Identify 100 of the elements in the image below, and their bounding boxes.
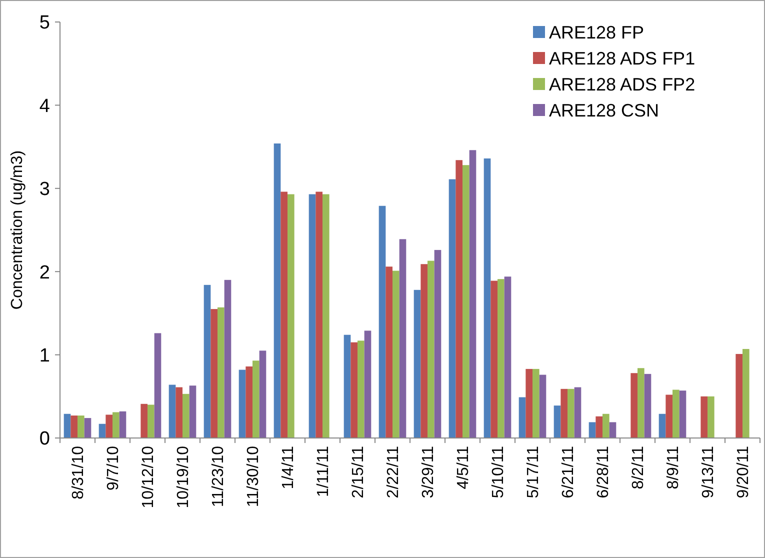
bar [420, 264, 428, 438]
bar [554, 406, 561, 438]
x-tick-label: 3/29/11 [420, 446, 438, 498]
bar [252, 360, 260, 438]
bar [414, 290, 421, 438]
bar [112, 412, 120, 438]
x-tick-label: 1/11/11 [315, 446, 332, 498]
x-tick-label: 10/12/10 [140, 446, 158, 508]
bar [392, 270, 400, 438]
bar [274, 143, 281, 438]
bar [154, 333, 162, 438]
bar [498, 279, 504, 438]
bar [280, 192, 288, 438]
bar [742, 348, 750, 438]
bar [462, 165, 470, 438]
y-tick-label: 2 [39, 262, 50, 284]
bar [469, 150, 476, 438]
bar [638, 368, 644, 438]
bar [78, 416, 84, 438]
bar [630, 373, 638, 438]
bar [210, 309, 218, 438]
y-axis-title: Concentration (ug/m3) [9, 150, 26, 310]
bar [316, 192, 322, 438]
bar [364, 330, 372, 438]
y-tick-label: 0 [39, 428, 50, 450]
x-tick-label: 10/19/10 [175, 446, 192, 508]
x-tick-label: 1/4/11 [280, 446, 298, 490]
bar [288, 194, 294, 438]
bar [736, 354, 742, 438]
bar [434, 250, 442, 438]
bar [70, 416, 78, 438]
legend-label: ARE128 FP [549, 22, 644, 42]
bar [456, 160, 462, 438]
bar [428, 260, 434, 438]
bar [106, 414, 112, 438]
bar [539, 374, 546, 438]
bar [708, 396, 714, 438]
x-tick-label: 11/30/10 [245, 446, 262, 508]
x-tick-label: 9/7/10 [105, 446, 122, 490]
x-tick-label: 5/10/11 [490, 446, 508, 498]
bar [658, 414, 666, 438]
bar [588, 422, 596, 438]
bar [644, 374, 652, 438]
bar [358, 340, 364, 438]
bar [204, 284, 211, 438]
bar [596, 416, 602, 438]
bar [679, 390, 686, 438]
bar [322, 194, 330, 438]
x-tick-label: 11/23/10 [210, 446, 228, 508]
x-tick-label: 6/28/11 [595, 446, 612, 498]
bar [448, 179, 456, 438]
bar [518, 397, 526, 438]
bar [189, 386, 196, 438]
bar [224, 280, 232, 438]
x-tick-label: 9/13/11 [700, 446, 718, 498]
bar [560, 388, 568, 438]
y-tick-label: 1 [39, 345, 50, 366]
bar [602, 414, 610, 438]
bar [140, 404, 148, 438]
bar [246, 366, 252, 438]
x-tick-label: 9/20/11 [735, 446, 752, 498]
bar [84, 418, 92, 438]
bar [378, 206, 386, 438]
x-tick-label: 8/2/11 [630, 446, 648, 490]
bar [532, 368, 540, 438]
bar [119, 411, 126, 438]
x-tick-label: 5/17/11 [525, 446, 542, 498]
bar [64, 414, 71, 438]
x-tick-label: 2/15/11 [350, 446, 368, 498]
y-tick-label: 4 [39, 96, 50, 117]
legend-label: ARE128 ADS FP2 [549, 74, 696, 94]
bar [182, 394, 190, 438]
x-tick-label: 8/31/10 [70, 446, 88, 500]
bar [574, 387, 582, 438]
bar [568, 388, 574, 438]
x-tick-label: 2/22/11 [385, 446, 402, 498]
y-tick-label: 3 [39, 179, 50, 200]
x-tick-label: 4/5/11 [455, 446, 472, 490]
bar [344, 334, 351, 438]
bar [308, 194, 316, 438]
bar [238, 370, 246, 438]
bar [176, 387, 182, 438]
bar [218, 307, 224, 438]
y-tick-label: 5 [39, 12, 50, 34]
bar [504, 276, 512, 438]
bar [666, 394, 672, 438]
bar [609, 422, 616, 438]
bar [700, 396, 708, 438]
x-tick-label: 8/9/11 [665, 446, 682, 490]
x-tick-label: 6/21/11 [560, 446, 578, 498]
bar [484, 158, 491, 438]
legend-label: ARE128 ADS FP1 [549, 48, 696, 68]
bar [399, 239, 406, 438]
bar [672, 390, 680, 438]
bar [98, 424, 106, 438]
bar [526, 368, 532, 438]
bar [168, 384, 176, 438]
legend-label: ARE128 CSN [549, 100, 660, 120]
bar [490, 280, 498, 438]
bar [350, 342, 358, 438]
